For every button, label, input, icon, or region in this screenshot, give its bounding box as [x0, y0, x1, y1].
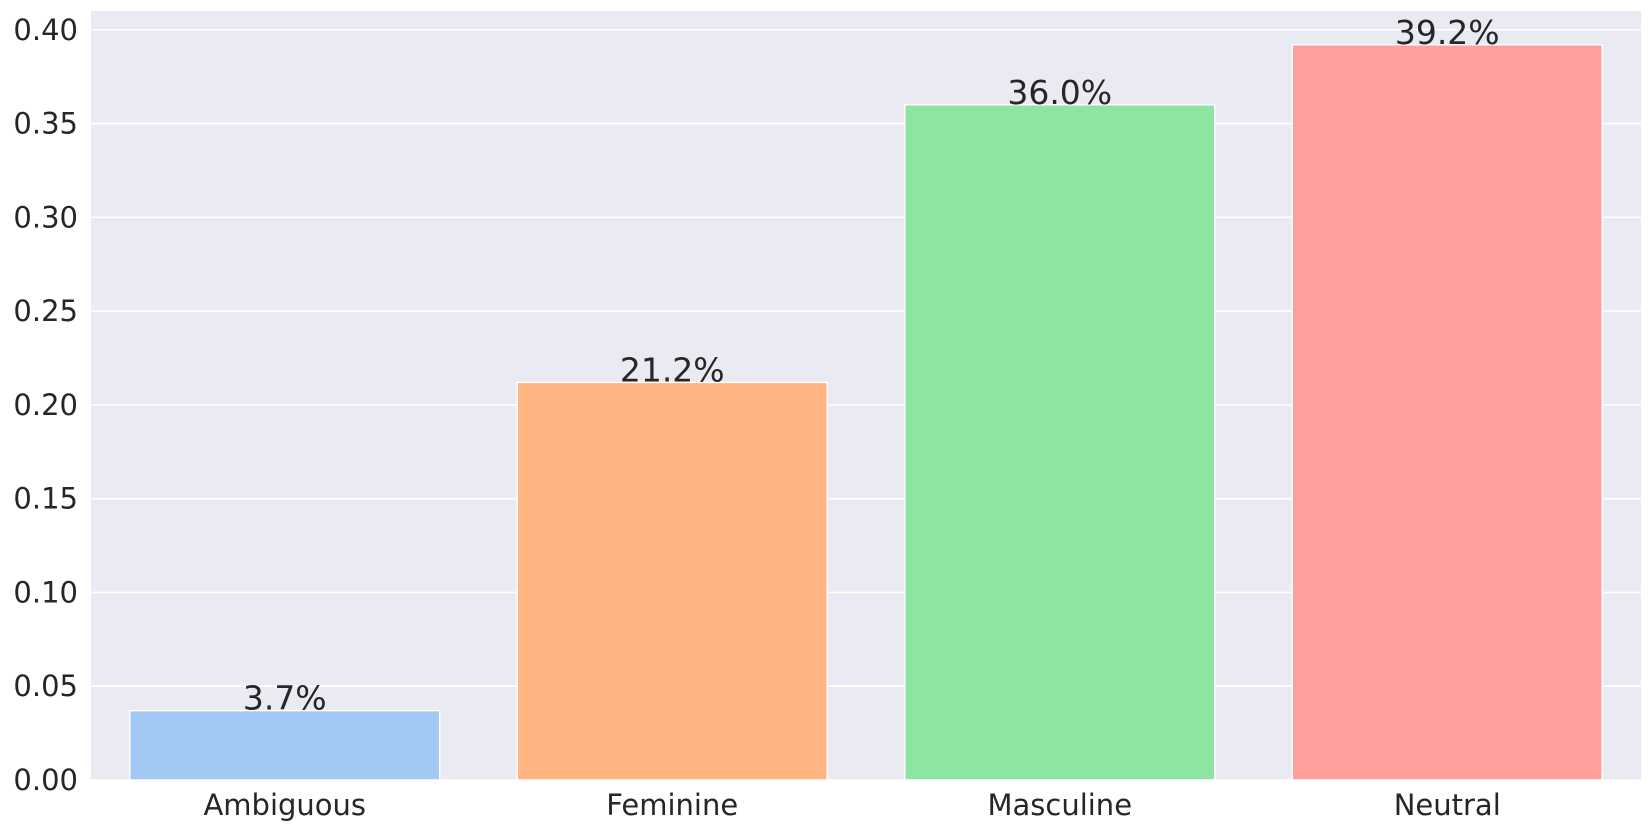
bar-masculine	[904, 104, 1216, 781]
x-tick-label: Neutral	[1394, 788, 1501, 822]
bar-ambiguous	[129, 709, 441, 781]
y-axis-ticks: 0.00 0.05 0.10 0.15 0.20 0.25 0.30 0.35 0.40	[13, 13, 78, 797]
y-tick-label: 0.25	[13, 294, 78, 328]
data-label: 36.0%	[1007, 73, 1112, 112]
bar-neutral	[1291, 44, 1603, 781]
x-tick-label: Masculine	[987, 788, 1132, 822]
bars	[129, 44, 1603, 781]
bar-feminine	[516, 381, 828, 781]
y-tick-label: 0.35	[13, 107, 78, 141]
data-label: 21.2%	[620, 350, 725, 389]
y-tick-label: 0.30	[13, 200, 78, 234]
y-tick-label: 0.15	[13, 482, 78, 516]
y-tick-label: 0.20	[13, 388, 78, 422]
data-label: 39.2%	[1395, 13, 1500, 52]
y-tick-label: 0.10	[13, 575, 78, 609]
x-tick-label: Feminine	[606, 788, 738, 822]
y-tick-label: 0.00	[13, 763, 78, 797]
x-tick-label: Ambiguous	[203, 788, 366, 822]
data-labels: 3.7% 21.2% 36.0% 39.2%	[243, 13, 1500, 718]
y-tick-label: 0.05	[13, 669, 78, 703]
y-tick-label: 0.40	[13, 13, 78, 47]
x-axis-ticks: Ambiguous Feminine Masculine Neutral	[203, 788, 1500, 822]
data-label: 3.7%	[243, 679, 327, 718]
